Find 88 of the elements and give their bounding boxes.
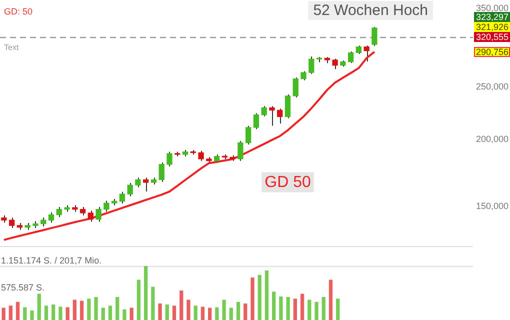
bar [87,298,91,320]
bar [244,303,248,320]
candlestick [372,26,378,47]
bar [101,308,105,320]
bar [116,296,120,320]
bar [279,296,283,320]
bar [264,270,269,320]
ref-line-label: 52 Wochen Hoch [313,2,428,20]
candlestick [284,94,291,119]
bar [108,306,112,320]
candlestick [364,45,370,62]
bar [322,296,326,320]
bar [200,306,205,320]
text: 323,297 [476,12,509,22]
candlestick [127,182,133,197]
text: 290,756 [476,46,509,57]
bar [300,294,304,320]
bar [37,294,41,320]
bar [286,296,290,320]
candlestick [269,106,275,126]
candlestick [245,125,252,146]
bar [122,309,126,320]
candlestick [238,140,244,162]
candlestick [158,162,164,182]
bar [236,302,240,320]
text: 320,555 [476,32,509,42]
candlestick [119,191,126,204]
bar [52,304,56,320]
bar [186,300,190,320]
annotation: Text [4,43,20,52]
bar [30,310,34,320]
candlestick [48,212,54,224]
annotation: GD: 50 [4,6,33,16]
bar [136,280,141,320]
bar [72,300,77,320]
annotation: 575.587 S. [1,282,45,292]
candlestick [135,177,141,188]
candlestick [166,151,172,167]
bar [165,304,169,320]
candlestick [308,56,314,74]
bar [258,274,262,320]
bar [308,300,312,320]
bar [229,308,233,320]
y-tick-label: 350,000 [476,2,509,13]
bar [172,306,176,320]
bar [194,306,198,320]
candlestick [300,70,306,81]
bar [80,300,84,320]
bar [208,308,212,320]
bar [44,306,48,320]
text: 321,926 [476,22,509,32]
bar [328,280,333,320]
bar [58,306,62,320]
bar [222,300,226,320]
candlestick [292,77,298,98]
candlestick [104,200,110,212]
y-tick-label: 150,000 [476,201,509,212]
candlestick [56,206,62,218]
candlestick [8,217,15,229]
candlestick [88,210,94,222]
annotation: 1.151.174 S. / 201,7 Mio. [1,255,102,266]
bar [94,296,98,320]
candlestick [332,58,338,70]
bar [314,302,318,320]
bar [16,302,20,320]
bar [250,278,254,320]
candlestick [198,150,204,162]
y-tick-label: 200,000 [476,134,509,144]
bar [23,307,27,320]
y-tick-label: 250,000 [476,82,509,92]
bar [2,308,6,320]
bar [158,303,162,320]
bar [66,307,70,320]
bar [151,286,155,320]
bar [336,298,340,320]
candlestick [96,206,102,222]
bar [8,306,12,320]
bar [215,307,219,320]
candlestick [277,108,283,124]
candlestick [253,112,260,130]
series-label: GD 50 [264,174,311,192]
bar [272,292,276,320]
bar [180,290,184,320]
bar [293,298,297,320]
bar [144,266,148,320]
candlestick [261,106,267,117]
candlestick [348,51,354,64]
bar [130,308,134,320]
